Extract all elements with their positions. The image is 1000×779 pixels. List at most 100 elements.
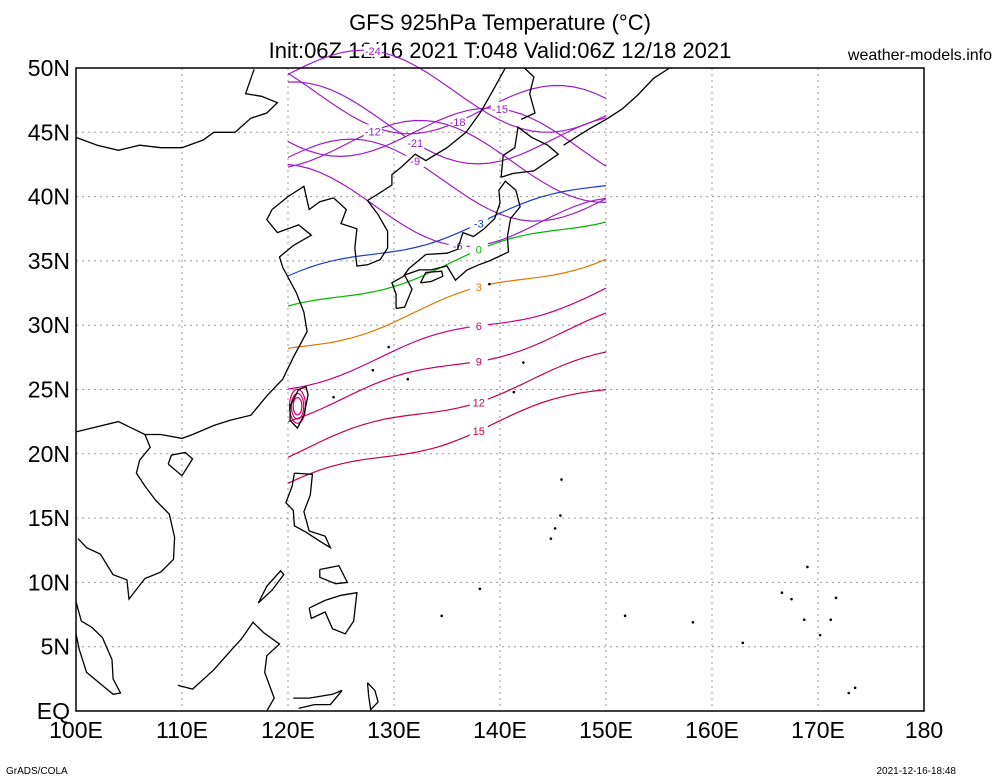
lon-tick-label: 120E xyxy=(261,717,315,743)
coastline xyxy=(289,386,309,430)
contour-label: -21 xyxy=(407,138,423,150)
contour-label: 3 xyxy=(476,282,482,294)
timestamp: 2021-12-16-18:48 xyxy=(876,766,956,777)
lat-tick-label: 50N xyxy=(28,55,70,81)
contour-line xyxy=(287,119,607,203)
contour-line xyxy=(287,163,607,247)
coastline xyxy=(319,564,349,585)
island xyxy=(440,614,444,618)
contour-line xyxy=(287,49,607,133)
lat-tick-label: 25N xyxy=(28,377,70,403)
island xyxy=(387,345,391,349)
island xyxy=(406,377,410,381)
lat-tick-label: EQ xyxy=(37,698,70,724)
contour-line xyxy=(292,397,303,416)
contour-line xyxy=(287,221,607,307)
lon-tick-label: 130E xyxy=(367,717,421,743)
longitude-labels: 100E 110E 120E 130E 140E 150E 160E 170E 180 xyxy=(49,717,943,743)
island xyxy=(834,596,838,600)
island xyxy=(806,565,809,569)
lat-tick-label: 35N xyxy=(28,248,70,274)
island xyxy=(553,527,557,530)
lat-tick-label: 40N xyxy=(28,184,70,210)
coastline xyxy=(500,126,560,178)
island xyxy=(559,514,562,517)
contour-label: 0 xyxy=(476,245,482,257)
lat-tick-label: 30N xyxy=(28,312,70,338)
contour-line xyxy=(287,185,607,277)
coastline xyxy=(419,270,444,284)
coastline xyxy=(293,689,343,710)
lat-tick-label: 15N xyxy=(28,505,70,531)
coastline xyxy=(563,67,670,146)
coastline xyxy=(75,601,122,695)
contour-label: -9 xyxy=(410,156,420,168)
island xyxy=(488,282,491,286)
contour-line xyxy=(287,312,607,423)
contour-line xyxy=(287,258,607,349)
coastline xyxy=(177,621,281,712)
island xyxy=(371,368,375,372)
island xyxy=(549,537,553,540)
coastline xyxy=(366,682,379,712)
contour-line xyxy=(287,107,607,167)
coastline xyxy=(391,180,521,310)
coastline xyxy=(77,434,176,601)
island xyxy=(853,686,857,690)
site-credit: weather-models.info xyxy=(847,47,992,64)
map-frame xyxy=(75,67,925,712)
island xyxy=(829,618,833,621)
lat-tick-label: 10N xyxy=(28,569,70,595)
coastline xyxy=(333,166,402,267)
contour-line xyxy=(287,138,607,222)
contour-line xyxy=(287,389,607,484)
contour-label: -18 xyxy=(450,117,466,129)
island xyxy=(623,614,627,618)
island xyxy=(802,618,806,621)
island xyxy=(512,390,516,394)
contour-label: -15 xyxy=(492,104,508,116)
lon-tick-label: 150E xyxy=(579,717,633,743)
grid-lines xyxy=(76,68,924,711)
coastline xyxy=(167,451,194,477)
coastline xyxy=(285,472,332,550)
lat-tick-label: 20N xyxy=(28,441,70,467)
island xyxy=(332,395,335,399)
lon-tick-label: 160E xyxy=(685,717,739,743)
contour-line xyxy=(287,72,607,135)
coastline xyxy=(75,185,334,440)
coastline xyxy=(257,569,285,604)
contour-label: -6 xyxy=(453,241,463,253)
island xyxy=(847,691,851,695)
coastline xyxy=(75,69,279,151)
lon-tick-label: 170E xyxy=(791,717,845,743)
lon-tick-label: 110E xyxy=(156,717,208,743)
software-credit: GrADS/COLA xyxy=(6,766,68,777)
contour-label: 12 xyxy=(473,397,485,409)
contour-label: -24 xyxy=(365,46,381,58)
lon-tick-label: 100E xyxy=(49,717,103,743)
contour-line xyxy=(288,81,607,165)
coastline xyxy=(520,67,536,120)
lat-tick-label: 45N xyxy=(28,119,70,145)
contour-label: 9 xyxy=(476,356,482,368)
island xyxy=(691,620,695,624)
temperature-contours: -24 -21 -18 -15 -12 -9 -6 -3 0 3 6 9 12 15 xyxy=(287,43,607,484)
coastline xyxy=(400,67,506,168)
lon-tick-label: 140E xyxy=(473,717,527,743)
island xyxy=(522,361,525,364)
island xyxy=(780,591,784,594)
coastline xyxy=(308,591,358,635)
lat-tick-label: 5N xyxy=(41,634,70,660)
contour-line xyxy=(287,351,607,458)
contour-line xyxy=(290,392,305,420)
contour-line xyxy=(287,287,607,390)
contour-label: 6 xyxy=(476,321,482,333)
island xyxy=(818,633,822,637)
contour-label: 15 xyxy=(473,426,485,438)
chart-subtitle: Init:06Z 12/16 2021 T:048 Valid:06Z 12/1… xyxy=(269,38,732,63)
coastlines xyxy=(75,67,857,712)
island xyxy=(560,478,563,481)
island xyxy=(478,587,482,591)
